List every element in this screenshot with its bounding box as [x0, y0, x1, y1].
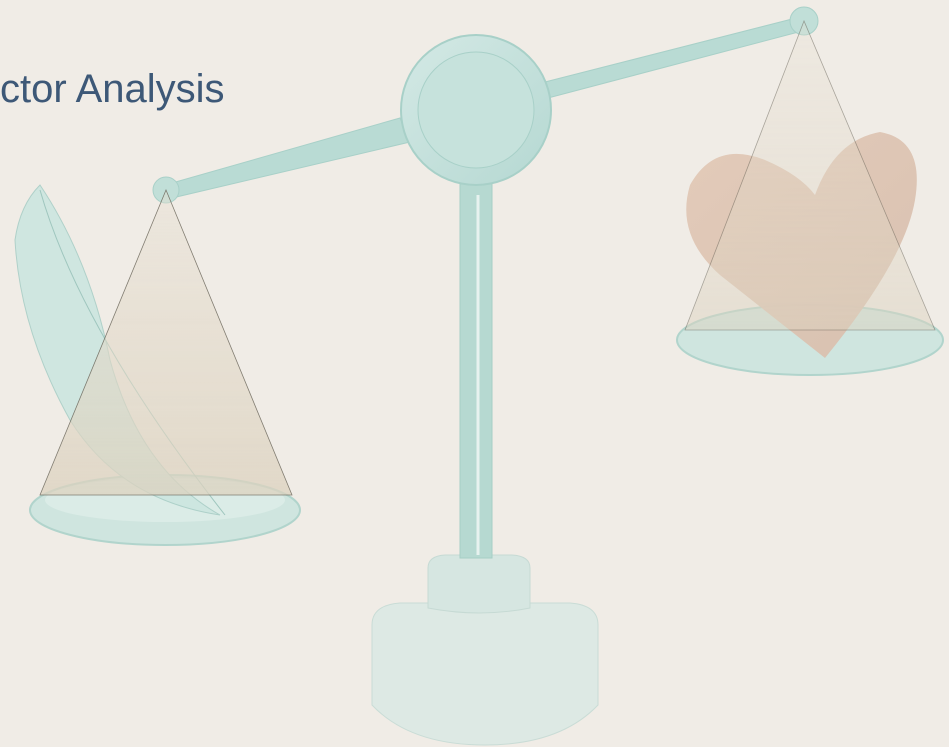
- slide-title: ctor Analysis: [0, 67, 225, 111]
- page: {"header": {"title": "ctor Analysis"}} c…: [0, 0, 949, 747]
- beam-hub-inner: [418, 52, 534, 168]
- scale-illustration: ctor Analysis: [0, 0, 949, 747]
- scale-pole: [460, 170, 492, 558]
